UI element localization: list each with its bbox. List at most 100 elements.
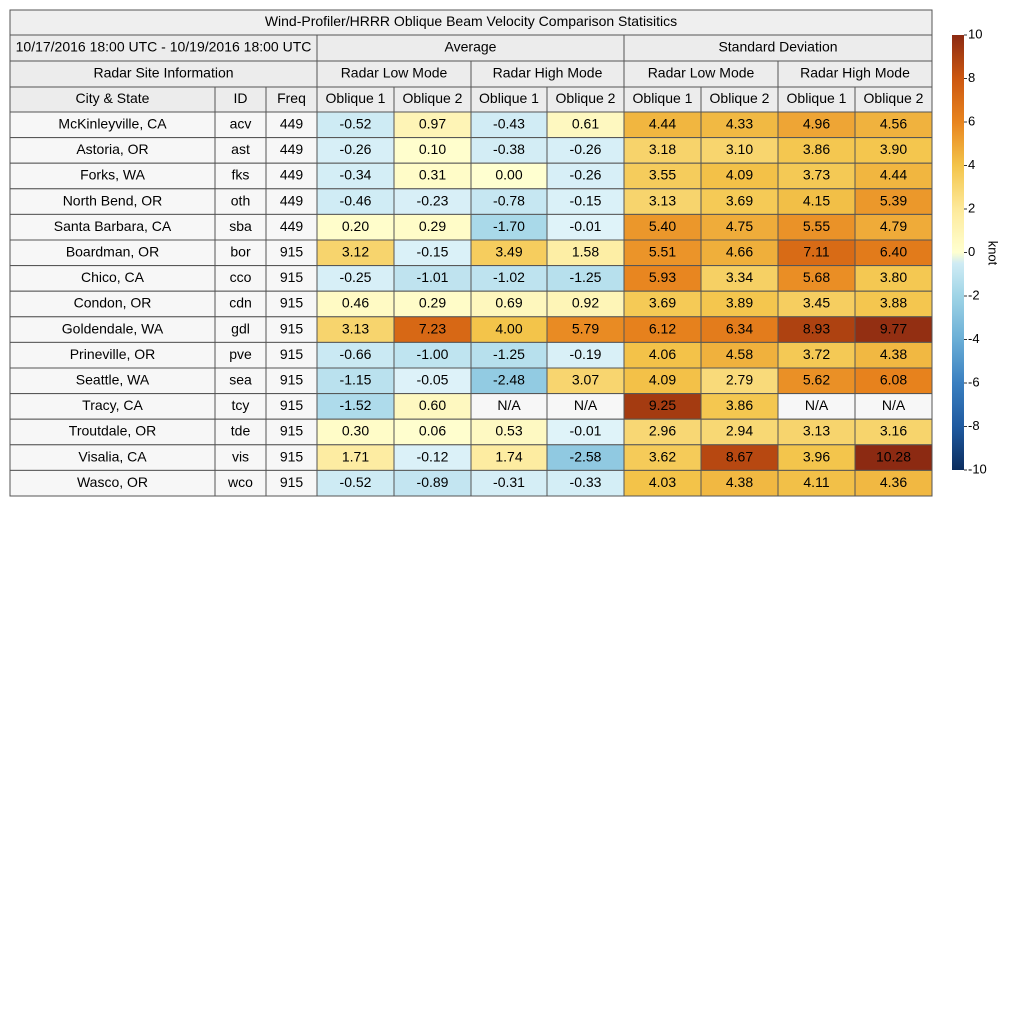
header: Oblique 2 [403, 90, 463, 106]
header: Oblique 1 [479, 90, 539, 106]
site-info: Astoria, OR [76, 141, 148, 157]
value: -0.46 [340, 192, 372, 208]
value: -0.89 [417, 474, 449, 490]
value-cell [854, 444, 933, 471]
value-cell [700, 111, 779, 139]
site-info: tcy [232, 397, 250, 413]
value: 3.89 [726, 295, 753, 311]
header-cell [623, 60, 779, 88]
value-cell [854, 265, 933, 292]
site-info-cell [214, 393, 267, 420]
site-info: Forks, WA [80, 167, 145, 183]
value: 4.06 [649, 346, 676, 362]
site-info-cell [214, 213, 267, 241]
value: -0.15 [570, 192, 602, 208]
value: 4.96 [803, 116, 830, 132]
site-info: cdn [229, 295, 252, 311]
value: 1.58 [572, 244, 599, 260]
site-info-cell [9, 290, 216, 318]
value: 3.13 [342, 320, 369, 336]
site-info-cell [265, 418, 318, 446]
value: 0.92 [572, 295, 599, 311]
value: 3.86 [803, 141, 830, 157]
header-cell [9, 86, 216, 113]
site-info: 449 [280, 218, 304, 234]
value-cell [777, 316, 856, 343]
table-title: Wind-Profiler/HRRR Oblique Beam Velocity… [265, 13, 677, 29]
value: 9.77 [880, 320, 907, 336]
value-cell [393, 290, 472, 318]
header: Oblique 2 [556, 90, 616, 106]
site-info-cell [214, 367, 267, 395]
value-cell [700, 367, 779, 395]
value: 4.00 [495, 320, 522, 336]
colorbar-tick-label: -2 [968, 287, 980, 302]
site-info-cell [9, 239, 216, 267]
value-cell [700, 239, 779, 267]
value-cell [470, 239, 548, 267]
value-cell [546, 469, 625, 497]
site-info-cell [9, 341, 216, 369]
header: Standard Deviation [718, 39, 837, 55]
value: 3.18 [649, 141, 676, 157]
value-cell [623, 188, 702, 215]
value: 3.12 [342, 244, 369, 260]
header: Radar High Mode [800, 65, 910, 81]
value-cell [623, 111, 702, 139]
value-cell [700, 137, 779, 164]
value: -1.02 [493, 269, 525, 285]
value-cell [546, 316, 625, 343]
value: 5.93 [649, 269, 676, 285]
value: 6.08 [880, 372, 907, 388]
value: 3.73 [803, 167, 830, 183]
value: -0.01 [570, 218, 602, 234]
value-cell [700, 162, 779, 190]
value-cell [623, 418, 702, 446]
header: Radar Low Mode [648, 65, 755, 81]
value: -0.15 [417, 244, 449, 260]
value: -1.70 [493, 218, 525, 234]
site-info-cell [9, 265, 216, 292]
value-cell [623, 239, 702, 267]
site-info: sea [229, 372, 252, 388]
header: City & State [76, 90, 150, 106]
header: Oblique 2 [864, 90, 924, 106]
value-cell [393, 444, 472, 471]
header-cell [316, 34, 625, 62]
value-cell [854, 290, 933, 318]
value: 3.13 [649, 192, 676, 208]
value-cell [854, 213, 933, 241]
value: 7.11 [803, 244, 829, 260]
value: N/A [497, 397, 521, 413]
colorbar-tick-label: 8 [968, 70, 975, 85]
site-info: acv [230, 116, 252, 132]
value: 3.55 [649, 167, 676, 183]
value: -1.00 [417, 346, 449, 362]
site-info: 915 [280, 423, 304, 439]
value-cell [623, 367, 702, 395]
site-info-cell [214, 188, 267, 215]
header: Radar High Mode [493, 65, 603, 81]
site-info-cell [9, 162, 216, 190]
value: N/A [574, 397, 598, 413]
value: 5.55 [803, 218, 830, 234]
value-cell [316, 418, 395, 446]
site-info: Visalia, CA [78, 448, 147, 464]
value: 2.94 [726, 423, 753, 439]
site-info: Condon, OR [74, 295, 152, 311]
header: ID [234, 90, 248, 106]
value: 5.51 [649, 244, 676, 260]
colorbar-tick-label: 4 [968, 157, 975, 172]
value-cell [470, 162, 548, 190]
header: Radar Low Mode [341, 65, 448, 81]
value: 3.49 [495, 244, 522, 260]
site-info: cco [230, 269, 252, 285]
site-info: ast [231, 141, 250, 157]
value: -0.66 [340, 346, 372, 362]
value-cell [393, 341, 472, 369]
value: 4.75 [726, 218, 753, 234]
header-cell [623, 34, 933, 62]
site-info: bor [230, 244, 251, 260]
site-info-cell [265, 469, 318, 497]
value-cell [393, 213, 472, 241]
